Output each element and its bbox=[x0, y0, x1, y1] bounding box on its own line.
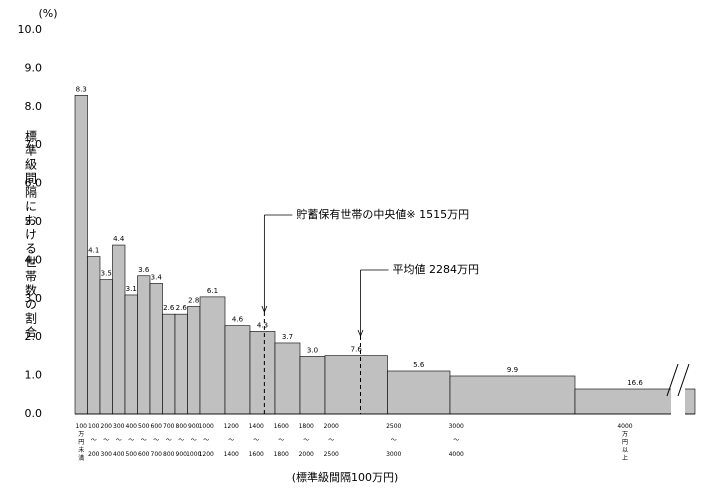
y-tick-label: 0.0 bbox=[25, 407, 43, 420]
y-tick-label: 3.0 bbox=[25, 292, 43, 305]
bar bbox=[149, 283, 163, 415]
bar bbox=[387, 370, 451, 415]
value-label: 3.6 bbox=[138, 266, 150, 274]
bar bbox=[449, 375, 576, 415]
x-tick-label: 500 〜 600 bbox=[138, 423, 150, 458]
bar bbox=[224, 325, 251, 415]
value-label: 5.6 bbox=[413, 361, 425, 369]
bar bbox=[74, 94, 88, 415]
x-tick-label: 2000 〜 2500 bbox=[324, 423, 339, 458]
value-label: 4.6 bbox=[232, 316, 244, 324]
x-tick-label: 100 万円未満 bbox=[76, 423, 88, 462]
y-tick-label: 9.0 bbox=[25, 61, 43, 74]
value-label: 3.1 bbox=[126, 285, 137, 293]
value-label: 7.6 bbox=[351, 346, 363, 354]
x-tick-label: 3000 〜 4000 bbox=[449, 423, 464, 458]
y-tick-label: 8.0 bbox=[25, 100, 43, 113]
y-tick-label: 10.0 bbox=[18, 23, 43, 36]
x-tick-label: 2500 〜 3000 bbox=[386, 423, 401, 458]
bar bbox=[112, 244, 126, 415]
y-tick-label: 7.0 bbox=[25, 138, 43, 151]
value-label: 3.7 bbox=[282, 333, 293, 341]
x-tick-label: 600 〜 700 bbox=[151, 423, 163, 458]
value-label: 3.0 bbox=[307, 346, 318, 354]
bar bbox=[99, 279, 113, 415]
bar bbox=[199, 296, 226, 415]
value-label: 2.8 bbox=[188, 296, 199, 304]
x-tick-label: 300 〜 400 bbox=[113, 423, 125, 458]
x-tick-label: 1200 〜 1400 bbox=[224, 423, 239, 458]
bar bbox=[87, 256, 101, 415]
annotation-text: 貯蓄保有世帯の中央値※ 1515万円 bbox=[296, 207, 469, 221]
x-tick-label: 1800 〜 2000 bbox=[299, 423, 314, 458]
value-label: 6.1 bbox=[207, 287, 218, 295]
y-axis-title: 標準級間隔における世帯数の割合 bbox=[24, 130, 38, 340]
x-tick-label: 900 〜 1000 bbox=[186, 423, 201, 458]
x-tick-label: 1600 〜 1800 bbox=[274, 423, 289, 458]
annotation-text: 平均値 2284万円 bbox=[393, 263, 480, 276]
value-label: 4.3 bbox=[257, 321, 268, 329]
y-tick-label: 4.0 bbox=[25, 253, 43, 266]
x-tick-label: 4000 万円以上 bbox=[617, 423, 632, 462]
axis-break bbox=[666, 362, 690, 418]
x-tick-label: 1000 〜 1200 bbox=[199, 423, 214, 458]
y-tick-label: 6.0 bbox=[25, 177, 43, 190]
y-tick-label: 2.0 bbox=[25, 330, 43, 343]
break-line bbox=[666, 363, 679, 397]
value-label: 8.3 bbox=[76, 85, 87, 93]
y-unit-label: (%) bbox=[38, 7, 57, 20]
bar bbox=[162, 313, 176, 415]
x-tick-label: 200 〜 300 bbox=[101, 423, 113, 458]
x-tick-label: 100 〜 200 bbox=[88, 423, 100, 458]
bar bbox=[249, 331, 276, 415]
value-label: 4.1 bbox=[88, 247, 99, 255]
bar bbox=[187, 306, 201, 415]
value-label: 3.5 bbox=[101, 270, 112, 278]
bar bbox=[299, 356, 326, 415]
x-tick-label: 1400 〜 1600 bbox=[249, 423, 264, 458]
x-axis-title: (標準級間隔100万円) bbox=[292, 470, 399, 484]
bar bbox=[274, 342, 301, 415]
bar bbox=[124, 294, 138, 415]
bar bbox=[324, 355, 388, 415]
break-line bbox=[677, 363, 690, 397]
value-label: 9.9 bbox=[507, 366, 518, 374]
y-tick-label: 1.0 bbox=[25, 369, 43, 382]
value-label: 2.6 bbox=[176, 304, 188, 312]
break-gap bbox=[671, 362, 685, 418]
value-label: 4.4 bbox=[113, 235, 125, 243]
x-tick-label: 400 〜 500 bbox=[126, 423, 138, 458]
value-label: 2.6 bbox=[163, 304, 175, 312]
bar bbox=[174, 313, 188, 415]
value-label: 16.6 bbox=[627, 379, 643, 387]
y-tick-label: 5.0 bbox=[25, 215, 43, 228]
bar bbox=[137, 275, 151, 415]
x-tick-label: 700 〜 800 bbox=[163, 423, 175, 458]
x-tick-label: 800 〜 900 bbox=[176, 423, 188, 458]
value-label: 3.4 bbox=[151, 273, 163, 281]
